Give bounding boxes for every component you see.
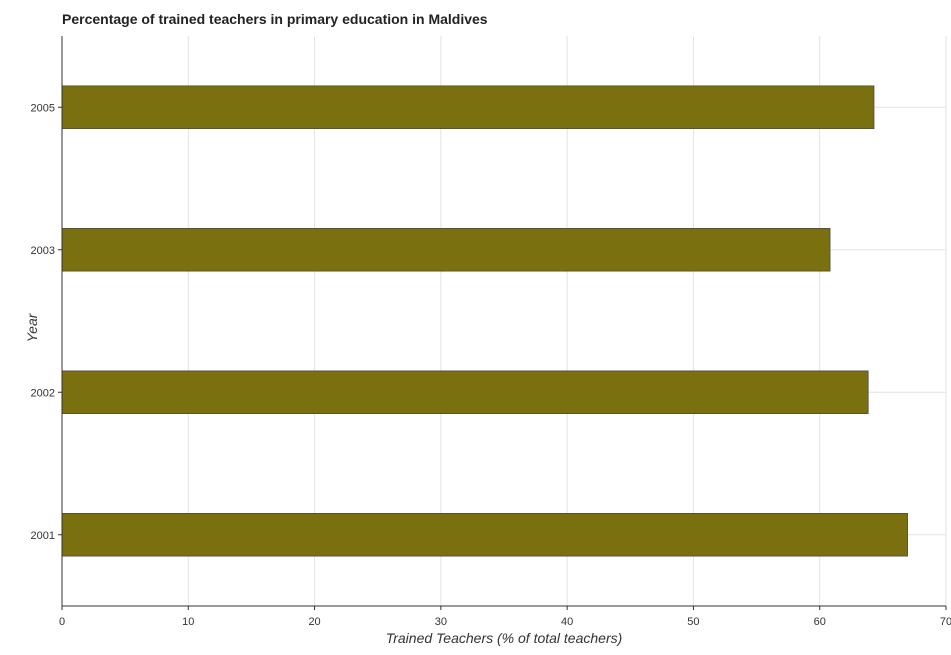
x-tick-label: 60: [814, 616, 826, 628]
x-tick-label: 50: [687, 616, 699, 628]
chart-title: Percentage of trained teachers in primar…: [62, 11, 488, 27]
y-tick-label: 2001: [31, 530, 55, 542]
y-tick-label: 2002: [31, 387, 55, 399]
x-axis-label: Trained Teachers (% of total teachers): [386, 630, 623, 646]
y-axis-label: Year: [24, 312, 40, 342]
x-tick-label: 30: [435, 616, 447, 628]
y-tick-label: 2003: [31, 245, 55, 257]
y-tick-label: 2005: [31, 102, 55, 114]
bar-2005: [61, 85, 875, 129]
x-tick-label: 10: [182, 616, 194, 628]
x-tick-label: 0: [59, 616, 65, 628]
bar-2002: [61, 370, 869, 414]
x-tick-label: 40: [561, 616, 573, 628]
x-tick-label: 20: [308, 616, 320, 628]
x-tick-label: 70: [940, 616, 951, 628]
bars: [61, 85, 908, 557]
axes: 0 10 20 30 40 50 60 70 2001 2002 2003 2005: [31, 36, 951, 628]
bar-2003: [61, 228, 831, 272]
bar-2001: [61, 513, 908, 557]
